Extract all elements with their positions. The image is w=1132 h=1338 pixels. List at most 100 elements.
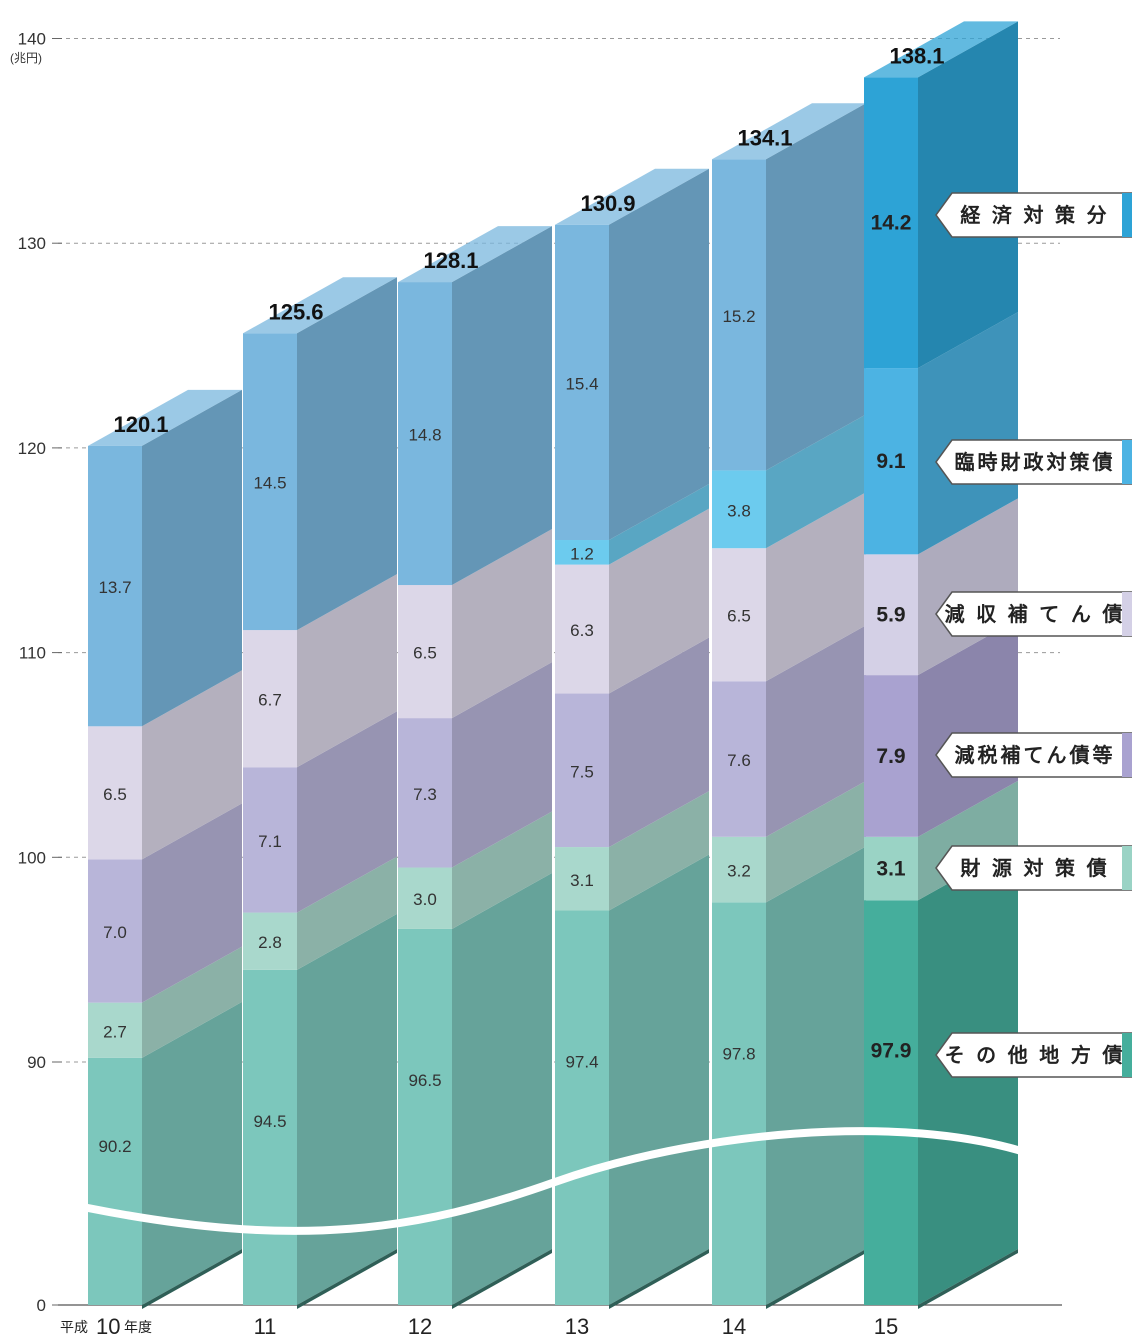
- bar-segment-side: [452, 811, 552, 929]
- y-unit-label: (兆円): [10, 51, 42, 65]
- total-value-label: 120.1: [113, 412, 168, 437]
- bar-segment: [243, 767, 297, 913]
- bar-segment-side: [452, 662, 552, 868]
- legend-tag: そ の 他 地 方 債: [935, 1032, 1132, 1078]
- bar-column: [398, 226, 552, 1309]
- bar-segment: [555, 564, 609, 694]
- bar-segment: [864, 675, 918, 837]
- segment-value-label: 97.9: [871, 1039, 912, 1062]
- bar-segment: [243, 912, 297, 970]
- legend-swatch: [1122, 1033, 1132, 1077]
- bar-segment: [88, 1002, 142, 1058]
- segment-value-label: 13.7: [98, 578, 131, 597]
- legend-tag-box: [935, 1032, 1132, 1078]
- bar-top-face: [555, 168, 709, 225]
- legend-tag: 減税補てん債等: [935, 732, 1132, 778]
- legend-swatch: [1122, 733, 1132, 777]
- bar-floor-edge: [918, 1249, 1018, 1309]
- bar-top-face: [864, 21, 1018, 78]
- bar-segment: [712, 159, 766, 471]
- segment-value-label: 15.2: [722, 307, 755, 326]
- bar-segment-side: [609, 791, 709, 911]
- bar-segment-side: [452, 872, 552, 1305]
- segment-value-label: 14.8: [408, 426, 441, 445]
- bar-segment-side: [297, 574, 397, 768]
- legend-label: 臨時財政対策債: [955, 450, 1116, 474]
- segment-value-label: 97.4: [565, 1053, 598, 1072]
- bar-segment: [243, 630, 297, 768]
- segment-value-label: 6.7: [258, 691, 282, 710]
- legend-swatch: [1122, 440, 1132, 484]
- bar-segment: [398, 718, 452, 868]
- bar-column: [88, 389, 242, 1309]
- total-value-label: 125.6: [268, 299, 323, 324]
- segment-value-label: 6.5: [413, 644, 437, 663]
- x-axis: 平成 10 年度 11 12 13 14 15: [60, 1314, 898, 1338]
- legend-swatch: [1122, 592, 1132, 636]
- bar-segment-side: [142, 670, 242, 860]
- legend-tag: 臨時財政対策債: [935, 439, 1132, 485]
- segment-value-label: 14.2: [871, 212, 912, 235]
- legend-tag: 財 源 対 策 債: [935, 845, 1132, 891]
- y-tick-label: 90: [27, 1053, 46, 1072]
- bar-segment: [243, 969, 297, 1305]
- segment-value-label: 7.9: [876, 745, 905, 768]
- segment-value-label: 3.1: [876, 858, 906, 881]
- total-value-label: 130.9: [580, 191, 635, 216]
- bar-segment: [88, 1057, 142, 1305]
- x-tick-label: 12: [408, 1314, 432, 1338]
- bar-segment: [864, 554, 918, 676]
- segment-value-label: 7.5: [570, 762, 594, 781]
- legend-label: 減 収 補 て ん 債: [945, 602, 1126, 626]
- segment-value-label: 96.5: [408, 1071, 441, 1090]
- bar-segment: [243, 333, 297, 631]
- total-value-label: 134.1: [737, 125, 792, 150]
- y-tick-label: 120: [18, 439, 46, 458]
- bar-segment: [864, 368, 918, 555]
- bar-segment: [88, 445, 142, 727]
- segment-value-label: 7.0: [103, 923, 127, 942]
- bar-segment-side: [297, 913, 397, 1305]
- segment-value-label: 6.3: [570, 621, 594, 640]
- segment-value-label: 1.2: [570, 544, 594, 563]
- bar-segment-side: [766, 414, 866, 549]
- axis-break-line: [84, 1127, 1038, 1235]
- x-tick-label: 15: [874, 1314, 898, 1338]
- segment-value-label: 3.2: [727, 862, 751, 881]
- bar-segment: [864, 900, 918, 1305]
- bar-segment: [555, 910, 609, 1305]
- bar-floor-edge: [142, 1249, 242, 1309]
- bar-segment-side: [766, 846, 866, 1305]
- segment-value-label: 3.1: [570, 871, 594, 890]
- x-tick-label: 11: [254, 1314, 277, 1338]
- total-value-label: 138.1: [889, 43, 944, 68]
- legend-label: 減税補てん債等: [955, 743, 1116, 767]
- x-prefix-label: 平成: [60, 1319, 88, 1335]
- bar-segment: [712, 836, 766, 903]
- segment-value-label: 7.1: [258, 832, 282, 851]
- segment-value-label: 3.0: [413, 890, 437, 909]
- bar-segment: [555, 847, 609, 911]
- bar-segment-side: [142, 946, 242, 1058]
- segment-value-label: 14.5: [253, 474, 286, 493]
- bar-segment-side: [918, 619, 1018, 837]
- bar-segment: [864, 77, 918, 369]
- bars: [88, 21, 1018, 1309]
- segment-value-label: 94.5: [253, 1112, 286, 1131]
- x-tick-label: 10: [96, 1314, 120, 1338]
- y-tick-label: 110: [19, 644, 46, 663]
- bar-floor-edge: [766, 1249, 866, 1309]
- bar-segment-side: [609, 637, 709, 848]
- segment-value-label: 9.1: [876, 450, 906, 473]
- legend-swatch: [1122, 846, 1132, 890]
- bar-segment-side: [297, 277, 397, 631]
- legend-tag-box: [935, 732, 1132, 778]
- bar-top-face: [712, 103, 866, 160]
- legend-tag-box: [935, 192, 1132, 238]
- legend-tag: 減 収 補 て ん 債: [935, 591, 1132, 637]
- x-tick-label: 13: [565, 1314, 589, 1338]
- segment-value-label: 5.9: [876, 604, 905, 627]
- segment-value-label: 6.5: [103, 785, 127, 804]
- segment-value-label: 97.8: [722, 1044, 755, 1063]
